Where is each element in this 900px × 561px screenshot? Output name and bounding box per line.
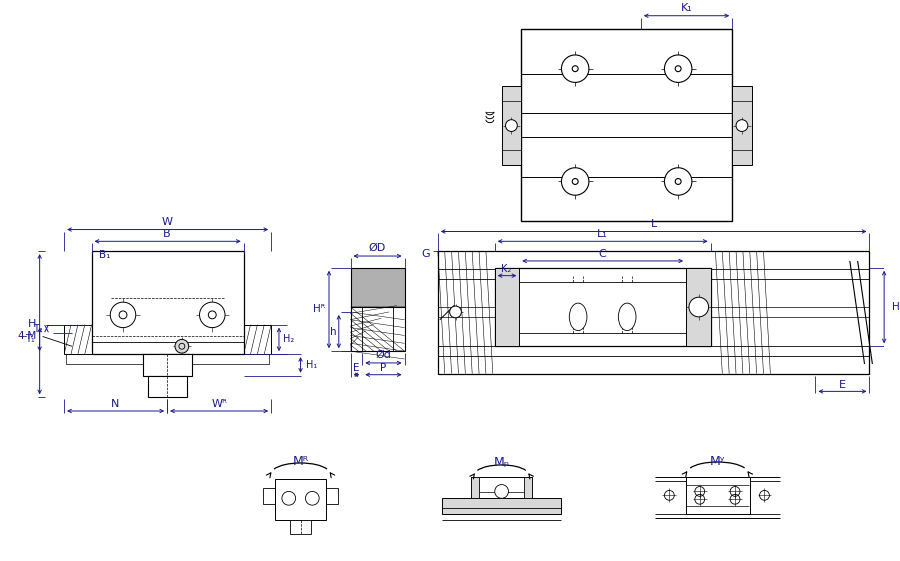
Text: E: E: [353, 363, 360, 373]
Text: Mʸ: Mʸ: [710, 454, 725, 467]
Text: H₃: H₃: [892, 302, 900, 312]
Text: B₁: B₁: [100, 250, 111, 260]
Bar: [326, 489, 338, 504]
Circle shape: [664, 55, 692, 82]
Circle shape: [208, 311, 216, 319]
Text: ØD: ØD: [368, 243, 386, 253]
Bar: [442, 498, 562, 514]
Bar: [524, 477, 532, 498]
Text: 4-M: 4-M: [17, 332, 37, 342]
Circle shape: [450, 306, 462, 318]
Text: T₂: T₂: [32, 324, 42, 334]
Circle shape: [119, 311, 127, 319]
Text: Mᴿ: Mᴿ: [292, 454, 309, 467]
Bar: [66, 354, 269, 364]
Circle shape: [675, 178, 681, 185]
Bar: [472, 477, 532, 498]
Circle shape: [506, 119, 518, 131]
Ellipse shape: [570, 303, 587, 330]
Bar: [472, 477, 479, 498]
Bar: [142, 354, 192, 376]
Text: W: W: [162, 217, 173, 227]
Text: Mₚ: Mₚ: [493, 457, 509, 470]
Bar: [495, 268, 710, 346]
Circle shape: [664, 168, 692, 195]
Circle shape: [562, 168, 589, 195]
Bar: [521, 30, 732, 220]
Text: Ød: Ød: [375, 350, 391, 360]
Bar: [501, 86, 521, 165]
Text: K₁: K₁: [680, 3, 692, 13]
Bar: [732, 86, 752, 165]
Text: P: P: [380, 363, 386, 373]
Bar: [244, 325, 271, 354]
Text: L₁: L₁: [598, 229, 608, 240]
Text: T₁: T₁: [25, 334, 35, 344]
Bar: [438, 251, 869, 374]
Text: Hᴿ: Hᴿ: [313, 304, 325, 314]
Text: C: C: [598, 249, 607, 259]
Circle shape: [736, 119, 748, 131]
Circle shape: [175, 339, 189, 353]
Text: G: G: [421, 249, 430, 259]
Text: K₂: K₂: [501, 264, 511, 274]
Circle shape: [111, 302, 136, 328]
Text: N: N: [111, 399, 120, 409]
Circle shape: [689, 297, 708, 317]
Bar: [686, 477, 750, 514]
Bar: [686, 268, 710, 346]
Bar: [351, 268, 404, 307]
Circle shape: [562, 55, 589, 82]
Text: Wᴿ: Wᴿ: [212, 399, 227, 409]
Ellipse shape: [495, 485, 508, 498]
Text: H₁: H₁: [306, 360, 317, 370]
Circle shape: [572, 178, 578, 185]
Bar: [351, 307, 404, 351]
Text: H₂: H₂: [284, 334, 294, 344]
Bar: [290, 520, 311, 534]
Bar: [495, 268, 519, 346]
Ellipse shape: [618, 303, 636, 330]
Bar: [264, 489, 275, 504]
Text: h: h: [329, 327, 337, 337]
Text: E: E: [839, 380, 845, 389]
Text: L: L: [651, 219, 657, 229]
Circle shape: [572, 66, 578, 72]
Text: H: H: [28, 319, 36, 329]
Circle shape: [200, 302, 225, 328]
Bar: [64, 325, 92, 354]
Bar: [148, 376, 187, 397]
Bar: [92, 251, 244, 354]
Circle shape: [675, 66, 681, 72]
Bar: [275, 479, 326, 520]
Text: B: B: [163, 229, 171, 240]
